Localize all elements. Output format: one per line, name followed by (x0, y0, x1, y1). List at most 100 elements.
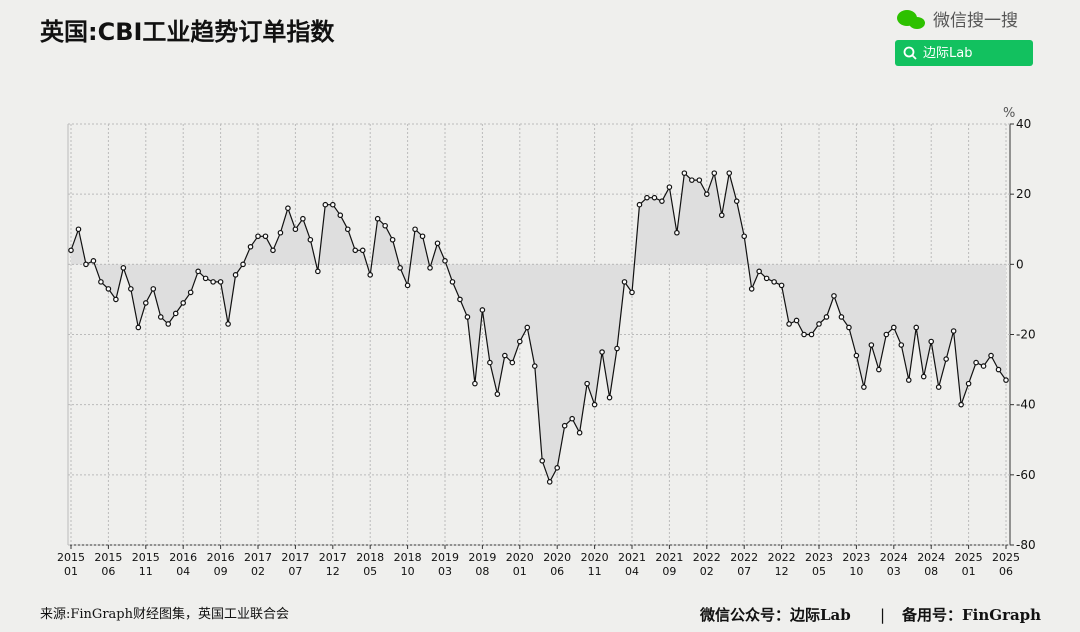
x-tick-label: 04 (625, 565, 639, 578)
footer-separator: | (880, 606, 885, 624)
point (614, 345, 620, 352)
x-tick-label: 01 (513, 565, 527, 578)
point (905, 377, 912, 383)
point (277, 229, 284, 236)
point (337, 212, 344, 219)
point (995, 366, 1002, 373)
point (621, 279, 628, 285)
point (928, 338, 935, 345)
point (389, 236, 396, 243)
y-tick-label: 20 (1016, 187, 1031, 201)
x-tick-label: 2020 (506, 551, 534, 564)
x-tick-label: 12 (326, 565, 340, 578)
x-tick-label: 2024 (917, 551, 945, 564)
point (464, 314, 471, 320)
point (913, 324, 920, 331)
point (419, 233, 426, 240)
point (973, 359, 979, 366)
point (382, 222, 388, 229)
point (808, 331, 815, 338)
x-tick-label: 2018 (356, 551, 384, 564)
point (703, 191, 710, 197)
point (449, 279, 456, 285)
chart-title: 英国:CBI工业趋势订单指数 (40, 18, 335, 46)
point (636, 201, 643, 208)
x-tick-label: 2015 (132, 551, 160, 564)
point (898, 342, 905, 348)
point (846, 324, 852, 331)
point (75, 226, 82, 233)
x-tick-label: 01 (64, 565, 78, 578)
point (958, 401, 964, 408)
point (300, 215, 306, 222)
x-tick-label: 03 (438, 565, 452, 578)
point (733, 198, 740, 204)
point (689, 177, 695, 183)
point (935, 384, 942, 390)
x-tick-label: 11 (139, 565, 153, 578)
x-tick-label: 07 (288, 565, 302, 578)
x-tick-label: 2020 (581, 551, 609, 564)
point (367, 272, 374, 278)
x-tick-label: 2015 (94, 551, 122, 564)
x-tick-label: 10 (401, 565, 415, 578)
point (247, 243, 254, 250)
point (651, 194, 658, 201)
x-tick-label: 2023 (805, 551, 833, 564)
point (771, 279, 777, 285)
x-tick-label: 09 (214, 565, 228, 578)
x-tick-label: 2019 (431, 551, 459, 564)
point (674, 229, 680, 236)
point (861, 384, 867, 390)
point (120, 265, 127, 271)
search-icon (911, 54, 917, 60)
wechat-icon (909, 17, 925, 29)
point (187, 289, 194, 296)
point (890, 324, 897, 331)
x-tick-label: 2023 (842, 551, 870, 564)
point (105, 286, 112, 292)
x-tick-label: 01 (962, 565, 976, 578)
point (240, 261, 246, 268)
point (135, 324, 142, 331)
point (255, 233, 261, 240)
x-tick-label: 07 (737, 565, 751, 578)
point (315, 268, 321, 275)
point (831, 293, 837, 299)
x-tick-label: 2015 (57, 551, 85, 564)
point (128, 286, 134, 292)
search-button[interactable]: 边际Lab (895, 40, 1033, 66)
point (329, 201, 336, 208)
point (1003, 377, 1009, 383)
point (853, 352, 860, 359)
footer-account: 微信公众号：边际Lab (699, 606, 851, 624)
y-tick-label: -40 (1016, 398, 1036, 412)
search-button-text[interactable]: 边际Lab (923, 46, 972, 61)
point (157, 314, 164, 320)
point (68, 247, 74, 254)
x-tick-label: 03 (887, 565, 901, 578)
x-tick-label: 05 (812, 565, 826, 578)
search-button-bg[interactable] (895, 40, 1033, 66)
x-tick-label: 2019 (468, 551, 496, 564)
point (980, 363, 987, 369)
point (442, 258, 448, 264)
point (659, 198, 665, 204)
point (404, 282, 411, 289)
point (883, 331, 890, 338)
point (83, 261, 89, 268)
point (427, 265, 433, 271)
point (531, 363, 538, 369)
search-brand: 微信搜一搜 (897, 10, 1018, 31)
point (868, 342, 875, 348)
point (793, 317, 800, 324)
point (711, 170, 718, 176)
footer-backup: 备用号：FinGraph (901, 606, 1041, 624)
source: 来源:FinGraph财经图集，英国工业联合会 (40, 606, 289, 622)
unit-label: % (1003, 106, 1015, 121)
x-tick-label: 2022 (768, 551, 796, 564)
point (756, 268, 762, 275)
point (457, 296, 463, 303)
point (576, 429, 583, 436)
